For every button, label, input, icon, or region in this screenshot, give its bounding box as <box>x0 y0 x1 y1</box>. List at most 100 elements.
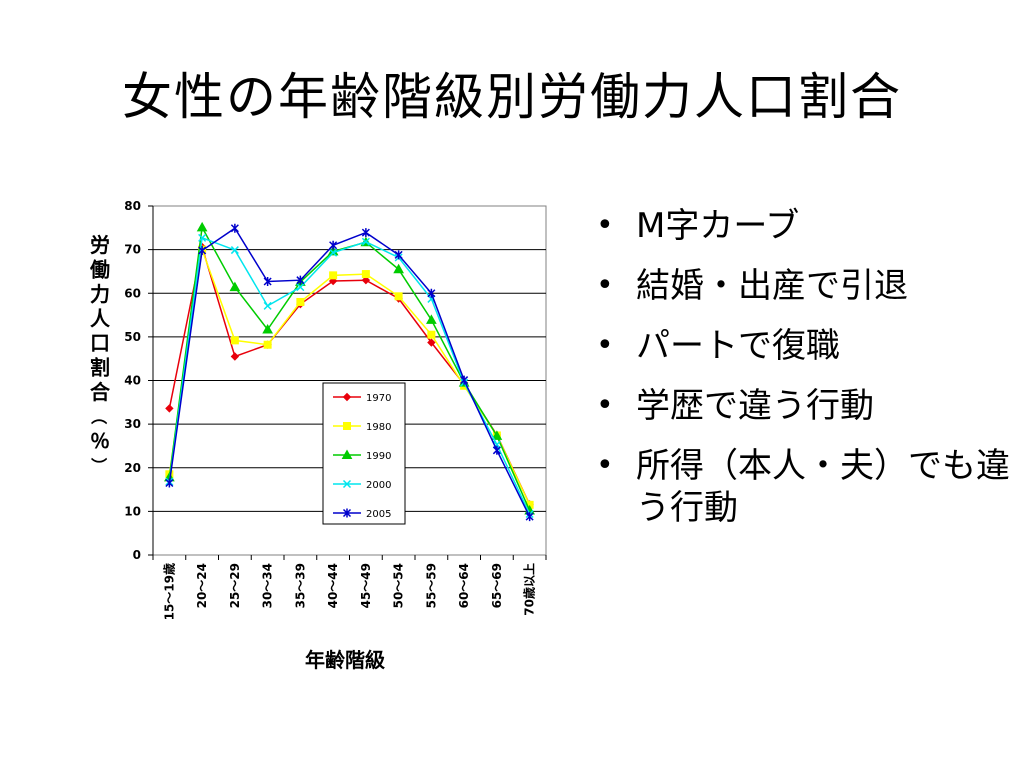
legend-marker <box>342 392 352 402</box>
x-axis-ticks: 15～19歳 20～24 25～29 30～34 35～39 40～44 45～49 50～5… <box>152 555 547 620</box>
y-tick-label: 80 <box>124 199 141 213</box>
y-tick-label: 50 <box>124 330 141 344</box>
x-tick-label: 55～59 <box>424 563 438 608</box>
bullet-dot-icon: • <box>596 328 614 363</box>
series-2005 <box>165 223 534 522</box>
bullet-dot-icon: • <box>596 388 614 423</box>
legend-marker <box>341 449 353 459</box>
data-point <box>296 275 305 285</box>
y-axis-label: 労働力人口割合 （ ％ ） <box>89 233 111 474</box>
data-point <box>296 297 305 306</box>
y-tick-label: 10 <box>124 504 141 518</box>
data-point <box>196 221 208 232</box>
bullet-dot-icon: • <box>596 268 614 303</box>
legend-marker <box>343 422 351 430</box>
y-axis-label-char: 合 <box>90 380 111 404</box>
x-tick-label: 20～24 <box>195 563 209 608</box>
data-point <box>263 340 272 349</box>
data-point <box>329 271 338 280</box>
data-point <box>525 512 534 522</box>
legend-entry: 2000 <box>333 479 391 491</box>
x-tick-label: 60～64 <box>457 563 471 608</box>
data-point <box>296 283 305 292</box>
data-point <box>262 323 273 334</box>
legend-entry: 1980 <box>333 422 391 433</box>
data-point <box>230 246 239 255</box>
legend-marker <box>342 508 352 518</box>
legend-label: 1980 <box>366 422 391 433</box>
legend-label: 1990 <box>366 451 391 462</box>
y-axis-label-char: ） <box>89 457 108 473</box>
x-tick-label: 65～69 <box>490 563 504 608</box>
data-point <box>361 237 370 246</box>
y-axis-label-char: 人 <box>90 307 111 331</box>
bullet-item: • 所得（本人・夫）でも違う行動 <box>596 446 1010 528</box>
y-tick-label: 70 <box>124 243 141 257</box>
x-tick-label: 15～19歳 <box>161 563 176 620</box>
legend-box <box>322 382 406 525</box>
data-point <box>230 223 239 233</box>
x-tick-label: 40～44 <box>326 563 340 608</box>
legend-entry: 1970 <box>333 392 391 404</box>
data-point <box>198 245 207 255</box>
data-point <box>394 292 403 301</box>
legend-entry: 2005 <box>333 508 391 520</box>
y-tick-label: 30 <box>124 417 141 431</box>
data-point <box>230 336 239 345</box>
data-point <box>263 301 272 310</box>
data-point <box>394 250 403 260</box>
data-point <box>165 478 174 488</box>
y-tick-label: 0 <box>133 548 141 562</box>
data-point <box>165 404 174 413</box>
x-axis-label: 年齢階級 <box>305 648 385 672</box>
x-tick-label: 30～34 <box>261 563 275 608</box>
y-axis-label-char: ％ <box>90 429 110 453</box>
data-point <box>460 375 469 385</box>
legend-label: 2000 <box>366 480 391 491</box>
bullet-item: • パートで復職 <box>596 326 840 366</box>
y-axis-ticks: 0 10 20 30 40 50 60 70 80 <box>124 199 154 562</box>
bullet-item: • 学歴で違う行動 <box>596 386 874 426</box>
slide-title: 女性の年齢階級別労働力人口割合 <box>122 68 902 126</box>
data-point <box>198 233 207 242</box>
bullet-dot-icon: • <box>596 448 614 483</box>
bullet-dot-icon: • <box>596 208 614 243</box>
data-point <box>426 314 437 324</box>
y-tick-label: 20 <box>124 461 141 475</box>
data-point <box>229 281 241 292</box>
data-point <box>329 240 338 250</box>
x-tick-label: 45～49 <box>359 563 373 608</box>
x-tick-label: 35～39 <box>293 563 307 608</box>
legend-label: 1970 <box>366 393 391 404</box>
data-point <box>361 270 370 279</box>
bullet-item: • M字カーブ <box>596 206 800 246</box>
y-tick-label: 40 <box>124 374 141 388</box>
data-point <box>427 330 436 339</box>
x-tick-label: 25～29 <box>228 563 242 608</box>
data-point <box>491 430 503 440</box>
legend-entry: 1990 <box>333 449 391 462</box>
y-tick-label: 60 <box>124 286 141 300</box>
data-point <box>492 445 501 455</box>
data-point <box>361 275 371 285</box>
y-axis-label-char: 働 <box>89 258 110 282</box>
y-axis-label-char: 口 <box>90 331 110 355</box>
data-point <box>329 248 338 257</box>
bullet-list: • M字カーブ • 結婚・出産で引退 • パートで復職 • 学歴で違う行動 • 所得（本人… <box>592 205 1012 547</box>
data-point <box>263 276 272 286</box>
y-axis-label-char: （ <box>89 408 108 424</box>
y-axis-label-char: 割 <box>90 356 110 380</box>
legend: 1970 1980 1990 2000 2005 <box>322 382 406 525</box>
data-point <box>393 263 404 274</box>
series-lines <box>164 221 535 522</box>
x-tick-label: 70歳以上 <box>522 563 537 616</box>
series-line <box>168 227 531 517</box>
y-axis-label-char: 力 <box>90 282 110 306</box>
legend-label: 2005 <box>366 509 391 520</box>
data-point <box>361 228 370 238</box>
bullet-item: • 結婚・出産で引退 <box>596 266 908 306</box>
data-point <box>427 288 436 298</box>
data-point <box>230 352 240 361</box>
legend-marker <box>342 479 352 489</box>
